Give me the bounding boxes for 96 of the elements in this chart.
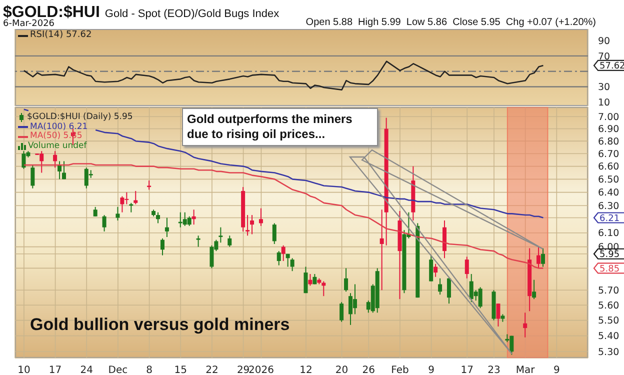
candlestick (53, 150, 58, 168)
x-tick-label: 9 (428, 365, 435, 375)
candlestick (116, 206, 120, 221)
y-tick-label: 7.00 (598, 112, 620, 123)
y-tick-label: 6.50 (598, 174, 620, 186)
y-tick-label: 6.40 (598, 188, 620, 199)
candlestick (464, 256, 469, 279)
candlestick (290, 258, 294, 272)
y-tick-label: 5.30 (598, 346, 620, 358)
text: 6-Mar-2026 (3, 19, 55, 29)
y-tick-label: 6.30 (598, 200, 620, 212)
x-tick-label: 29 (236, 365, 250, 375)
y-tick-label: 6.90 (598, 124, 620, 136)
candlestick (102, 214, 106, 232)
legend-label: RSI(14) 57.62 (30, 30, 92, 40)
x-tick-label: Mar (516, 365, 536, 375)
x-tick-label: 26 (362, 365, 376, 375)
candlestick (442, 220, 447, 259)
y-tick-label: 6.21 (600, 214, 620, 224)
line-series (23, 60, 544, 90)
candlestick (58, 160, 62, 180)
candlestick (62, 160, 66, 180)
candlestick (308, 273, 312, 286)
candlestick (120, 196, 124, 213)
candlestick (286, 253, 290, 268)
x-tick-label: 12 (300, 365, 312, 375)
candlestick (210, 244, 214, 269)
candlestick (187, 216, 192, 226)
y-tick-label: 5.50 (598, 316, 620, 327)
candlestick (22, 150, 26, 170)
y-tick-label: 6.60 (598, 162, 620, 173)
annotation: Gold bullion versus gold miners (30, 315, 290, 335)
x-tick-label: 15 (174, 365, 187, 375)
y-tick-label: 10 (598, 97, 610, 108)
x-tick-label: 10 (18, 365, 30, 375)
candlestick (192, 209, 196, 226)
y-tick-label: 90 (598, 36, 610, 47)
y-tick-label: 6.80 (598, 136, 620, 148)
candlestick (429, 254, 434, 282)
candlestick (160, 238, 164, 256)
candlestick (30, 164, 35, 189)
candlestick (276, 250, 281, 266)
x-tick-label: 2026 (248, 365, 274, 375)
y-tick-label: 70 (598, 51, 610, 62)
y-tick-label: 6.70 (598, 148, 620, 160)
candlestick (438, 278, 442, 296)
y-tick-label: 6.10 (598, 228, 620, 240)
x-tick-label: 22 (206, 365, 218, 375)
x-tick-label: 20 (335, 365, 348, 375)
candlestick (352, 284, 357, 315)
candlestick (478, 286, 482, 309)
candlestick (134, 190, 138, 205)
x-tick-label: 17 (460, 365, 474, 375)
y-tick-label: 5.85 (600, 264, 620, 274)
candlestick (446, 276, 451, 304)
candlestick (93, 206, 98, 217)
candlestick (304, 266, 308, 294)
x-tick-label: Dec (108, 365, 128, 375)
legend-label: $GOLD:$HUI (Daily) 5.95 (27, 112, 133, 122)
y-tick-label: 30 (598, 82, 610, 94)
candlestick (344, 268, 348, 292)
candlestick (496, 303, 500, 327)
candlestick (196, 235, 200, 248)
annotation: Gold outperforms the miners due to rising oil prices... (182, 108, 378, 146)
legend-label: MA(100) 6.21 (30, 122, 88, 132)
y-tick-label: 57.62 (600, 62, 624, 72)
candlestick (272, 222, 276, 244)
candlestick (147, 180, 152, 190)
x-tick-label: Feb (391, 365, 409, 375)
x-tick-label: 23 (488, 365, 500, 375)
candlestick (218, 226, 223, 244)
x-tick-label: 9 (553, 365, 560, 375)
candlestick (250, 214, 254, 235)
y-tick-label: 5.60 (598, 300, 620, 312)
candlestick (246, 214, 250, 236)
candlestick (258, 208, 263, 226)
y-tick-label: 5.40 (598, 331, 620, 342)
candlestick (523, 312, 528, 338)
x-tick-label: 24 (80, 365, 93, 375)
candlestick (536, 246, 541, 269)
y-tick-label: 5.70 (598, 285, 620, 296)
text: Open 5.88 High 5.99 Low 5.86 Close 5.95 Chg +0.07 (+1.20%) (306, 17, 596, 28)
candlestick (228, 235, 232, 248)
x-tick-label: 17 (48, 365, 62, 375)
candlestick (434, 263, 438, 278)
candlestick (532, 279, 536, 300)
candlestick (156, 212, 160, 224)
candlestick (340, 302, 344, 322)
candlestick (380, 209, 384, 291)
candlestick (281, 244, 286, 262)
x-tick-label: 8 (146, 365, 152, 375)
candlestick (348, 292, 353, 326)
annotation: Volume undef (28, 140, 87, 151)
candlestick (164, 217, 169, 238)
chart-subtitle: Gold - Spot (EOD)/Gold Bugs Index (104, 8, 280, 20)
candlestick (540, 248, 545, 268)
